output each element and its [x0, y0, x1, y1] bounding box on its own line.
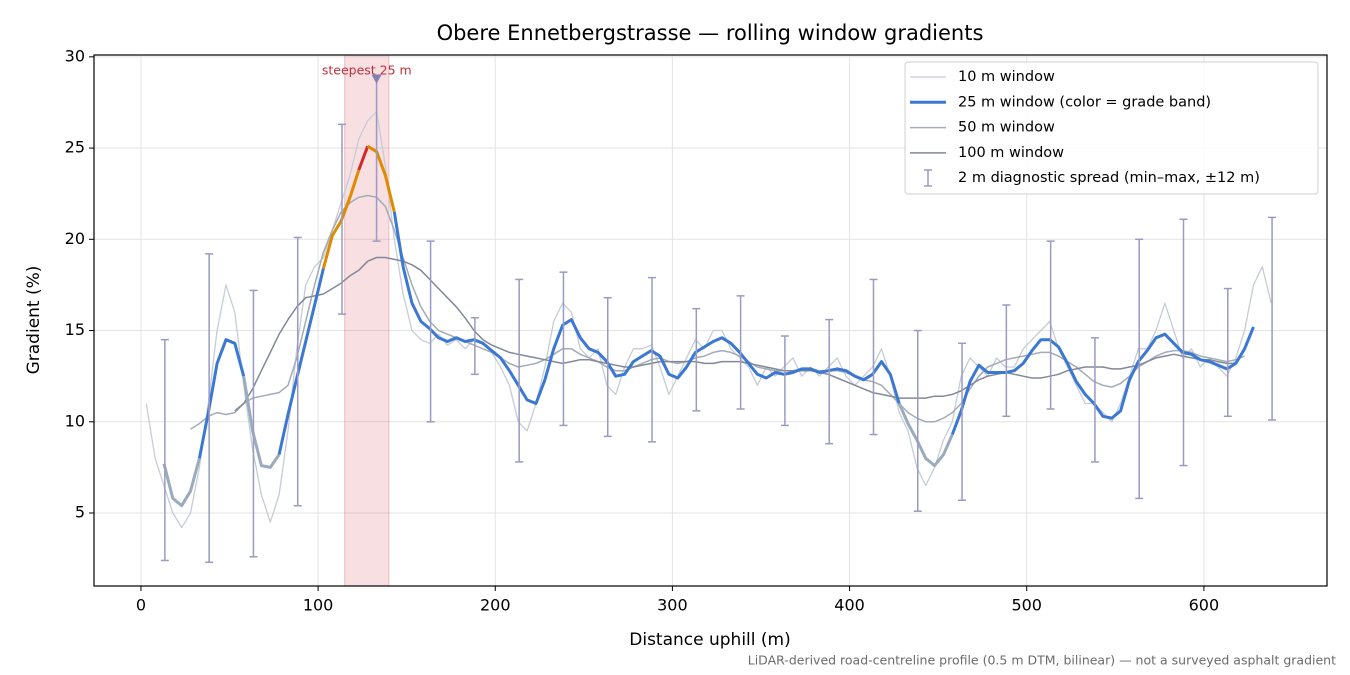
x-tick-label: 400: [834, 596, 865, 615]
y-tick-label: 10: [65, 411, 85, 430]
y-axis-label: Gradient (%): [24, 266, 44, 375]
chart-title: Obere Ennetbergstrasse — rolling window …: [437, 21, 984, 45]
steepest-marker: [371, 74, 382, 84]
steepest-span: [344, 54, 390, 587]
y-tick-label: 15: [65, 320, 85, 339]
series-line: [321, 169, 361, 269]
footnote: LiDAR-derived road-centreline profile (0…: [748, 653, 1336, 668]
series-line: [357, 145, 370, 171]
legend-label: 10 m window: [958, 69, 1055, 85]
y-tick-label: 20: [65, 229, 85, 248]
series-line: [277, 268, 325, 455]
legend-box: [904, 61, 1319, 195]
series-line: [197, 338, 246, 459]
series-line: [242, 375, 281, 469]
legend-label: 2 m diagnostic spread (min–max, ±12 m): [958, 170, 1260, 186]
plot-frame: [93, 54, 1328, 587]
x-axis-label: Distance uphill (m): [629, 630, 790, 650]
x-tick-label: 100: [303, 596, 334, 615]
x-tick-label: 600: [1189, 596, 1220, 615]
steepest-label: steepest 25 m: [322, 63, 412, 78]
x-tick-label: 200: [480, 596, 511, 615]
y-tick-label: 25: [65, 138, 85, 157]
legend: 10 m window 25 m window (color = grade ba…: [904, 61, 1319, 195]
series-line: [897, 402, 954, 468]
legend-label: 25 m window (color = grade band): [958, 94, 1211, 110]
legend-label: 100 m window: [958, 145, 1064, 161]
series-line: [366, 144, 396, 213]
series-line: [190, 194, 1245, 430]
x-tick-label: 300: [657, 596, 688, 615]
series-line: [950, 326, 1255, 436]
series-line: [392, 211, 901, 405]
legend-label: 50 m window: [958, 120, 1055, 136]
y-tick-label: 30: [65, 46, 85, 65]
x-tick-label: 500: [1011, 596, 1042, 615]
x-tick-label: 0: [136, 596, 146, 615]
series-line: [162, 457, 201, 508]
y-tick-label: 5: [75, 503, 85, 522]
